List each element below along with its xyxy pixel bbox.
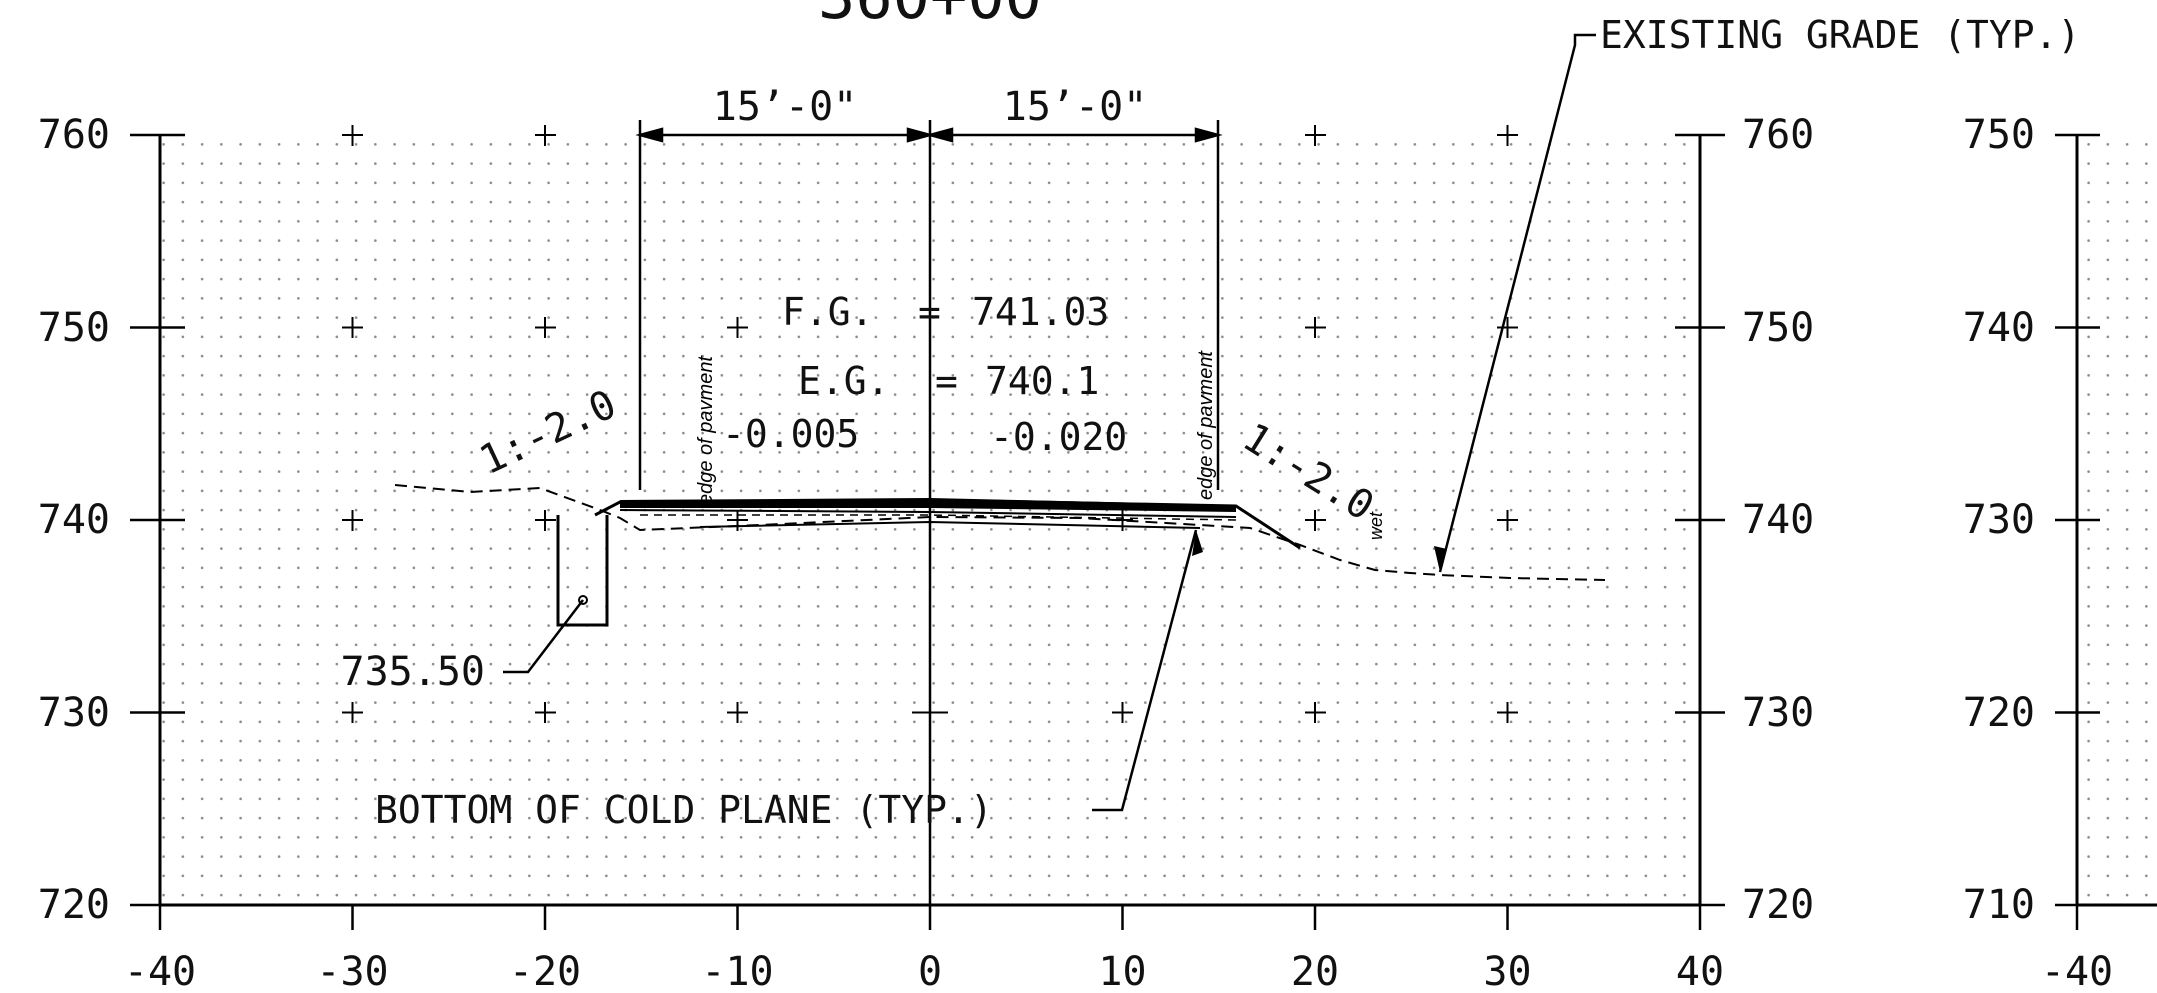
cold-plane-note: BOTTOM OF COLD PLANE (TYP.) (375, 788, 993, 832)
cold-plane-leader (1092, 529, 1198, 812)
y-label: 760 (1742, 112, 1814, 158)
slope-left-percent: -0.005 (722, 412, 859, 456)
existing-grade-line (394, 484, 1606, 581)
wet-note: wet (1366, 511, 1386, 540)
y-label: 710 (1963, 882, 2035, 928)
dimension-left: 15’-0" (713, 84, 858, 130)
x-axis-labels: -40 -30 -20 -10 0 10 20 30 40 (124, 949, 1724, 993)
fg-value: 741.03 (972, 290, 1109, 334)
cold-plane-dashed (640, 514, 1237, 521)
x-label: -10 (701, 949, 773, 993)
ditch-elevation: 735.50 (341, 649, 486, 695)
y-label: 730 (1963, 497, 2035, 543)
y-label: 730 (1742, 690, 1814, 736)
left-section: 760 750 740 730 720 760 750 740 730 720 … (38, 0, 2081, 993)
y-axis-labels-left: 760 750 740 730 720 (38, 112, 110, 928)
eg-label: E.G. (798, 359, 890, 403)
y-axis-labels-right: 760 750 740 730 720 (1742, 112, 1814, 928)
y-label: 720 (38, 882, 110, 928)
right-section-ticks (2055, 133, 2100, 930)
y-label: 720 (1742, 882, 1814, 928)
ditch-point (578, 595, 588, 605)
ditch-outline (556, 515, 609, 627)
x-label: 10 (1098, 949, 1146, 993)
x-label: 30 (1483, 949, 1531, 993)
slope-right-percent: -0.020 (990, 415, 1127, 459)
existing-grade-arrowhead (1434, 546, 1447, 572)
existing-grade-note: EXISTING GRADE (TYP.) (1600, 13, 2080, 57)
cold-plane-line (619, 509, 1237, 518)
eg-value: 740.1 (985, 359, 1099, 403)
station-label: 360+00 (818, 0, 1042, 33)
y-label: 740 (38, 497, 110, 543)
existing-grade-leader (1438, 33, 1596, 573)
y-label: 730 (38, 690, 110, 736)
dimension-lines (635, 120, 1223, 490)
y-label: 740 (1963, 305, 2035, 351)
y-label: 750 (1742, 305, 1814, 351)
x-label: -20 (509, 949, 581, 993)
y-label: 740 (1742, 497, 1814, 543)
y-label: 760 (38, 112, 110, 158)
fg-equals: = (918, 290, 941, 334)
cold-plane-line (699, 520, 1201, 529)
grid-crosses (342, 125, 1518, 723)
eg-equals: = (935, 359, 958, 403)
pavement-surface (620, 498, 1236, 512)
x-label: 0 (918, 949, 942, 993)
cold-plane-arrowhead (1192, 530, 1203, 556)
edge-of-pavement-right: edge of pavment (1195, 350, 1217, 500)
dimension-right: 15’-0" (1003, 84, 1148, 130)
x-label: -40 (2041, 949, 2113, 993)
x-tick-marks (158, 905, 1702, 930)
x-label: -30 (316, 949, 388, 993)
ditch-leader (503, 599, 584, 674)
x-label: 40 (1676, 949, 1724, 993)
right-section: 750 740 730 720 710 -40 (1963, 112, 2157, 993)
y-label: 750 (1963, 112, 2035, 158)
fg-label: F.G. (782, 290, 874, 334)
y-label: 720 (1963, 690, 2035, 736)
edge-of-pavement-left: edge of pavment (695, 355, 717, 505)
x-label: 20 (1291, 949, 1339, 993)
x-label: -40 (124, 949, 196, 993)
y-label: 750 (38, 305, 110, 351)
